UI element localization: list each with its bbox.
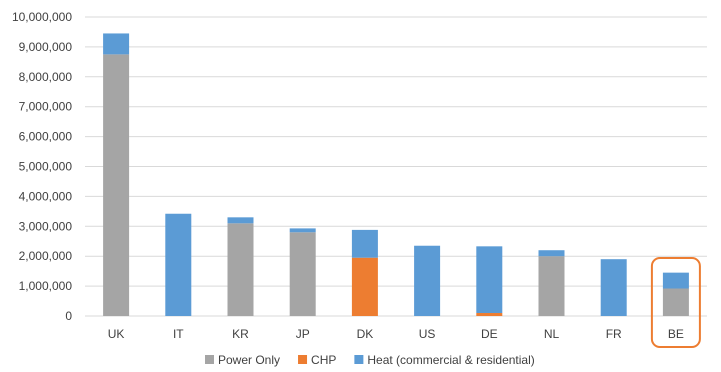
y-axis-tick-labels: 0 1,000,000 2,000,000 3,000,000 4,000,000 5,0… [12, 10, 72, 323]
x-tick-label-nl: NL [544, 327, 560, 341]
y-tick-label: 3,000,000 [19, 219, 73, 233]
bar-kr-power-only [227, 223, 254, 316]
bar-jp-heat-commercial-residential [289, 228, 316, 233]
bar-nl-power-only [538, 256, 565, 316]
bar-dk-heat-commercial-residential [351, 229, 378, 258]
bar-it-heat-commercial-residential [165, 213, 192, 316]
x-tick-label-be: BE [668, 327, 684, 341]
x-tick-label-uk: UK [108, 327, 125, 341]
legend-label-2: Heat (commercial & residential) [367, 353, 534, 367]
y-tick-label: 9,000,000 [19, 40, 73, 54]
y-tick-label: 4,000,000 [19, 189, 73, 203]
bar-dk-chp [351, 257, 378, 316]
legend-label-1: CHP [311, 353, 336, 367]
x-tick-label-it: IT [173, 327, 184, 341]
bar-be-heat-commercial-residential [662, 272, 689, 289]
highlight-box [650, 257, 701, 348]
y-tick-label: 2,000,000 [19, 249, 73, 263]
bar-fr-heat-commercial-residential [600, 259, 627, 316]
x-axis-tick-labels: UK IT KR JP DK US DE NL FR BE [108, 327, 684, 341]
y-tick-label: 1,000,000 [19, 279, 73, 293]
bar-be-power-only [662, 288, 689, 316]
x-tick-label-us: US [419, 327, 436, 341]
y-tick-label: 7,000,000 [19, 100, 73, 114]
y-tick-label: 5,000,000 [19, 160, 73, 174]
bar-de-heat-commercial-residential [476, 246, 503, 314]
bar-jp-power-only [289, 232, 316, 316]
bar-kr-heat-commercial-residential [227, 217, 254, 224]
bar-uk-heat-commercial-residential [103, 33, 130, 55]
x-tick-label-jp: JP [296, 327, 310, 341]
x-tick-label-dk: DK [357, 327, 374, 341]
y-tick-label: 10,000,000 [12, 10, 72, 24]
bar-nl-heat-commercial-residential [538, 250, 565, 257]
x-tick-label-fr: FR [606, 327, 622, 341]
bar-de-chp [476, 313, 503, 316]
highlight-layer [650, 257, 701, 348]
bars [103, 33, 689, 316]
x-tick-label-kr: KR [232, 327, 249, 341]
bar-us-heat-commercial-residential [414, 245, 441, 316]
legend: Power Only CHP Heat (commercial & resident… [205, 353, 535, 367]
legend-swatch-1 [298, 355, 308, 364]
x-tick-label-de: DE [481, 327, 498, 341]
legend-label-0: Power Only [218, 353, 280, 367]
y-tick-label: 6,000,000 [19, 130, 73, 144]
bar-uk-power-only [103, 54, 130, 316]
y-tick-label: 8,000,000 [19, 70, 73, 84]
y-tick-label: 0 [65, 309, 72, 323]
legend-swatch-2 [354, 355, 364, 364]
legend-swatch-0 [205, 355, 214, 364]
